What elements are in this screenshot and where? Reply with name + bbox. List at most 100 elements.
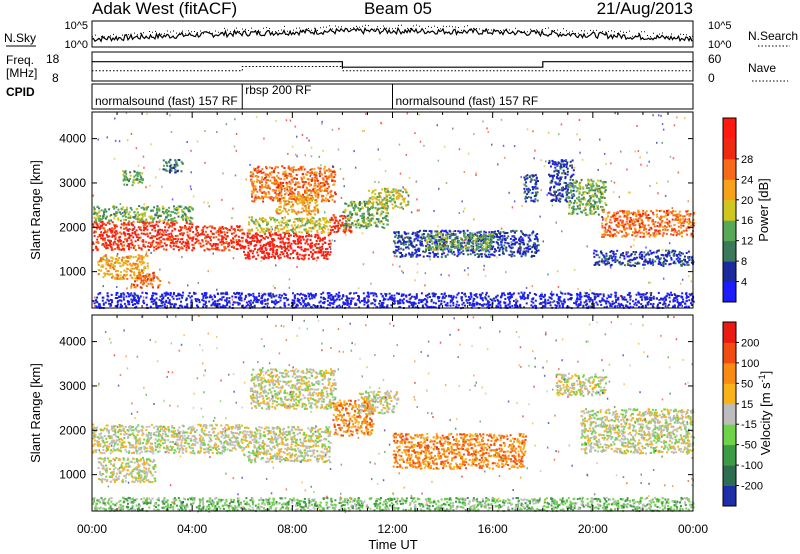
scatter-cell [167, 214, 170, 217]
scatter-cell [513, 235, 516, 238]
scatter-cell [333, 215, 336, 218]
scatter-cell [667, 212, 670, 215]
scatter-cell [402, 243, 405, 246]
nsearch-tick-low: 10^0 [708, 39, 732, 51]
scatter-cell [147, 245, 149, 248]
scatter-cell [460, 251, 463, 254]
scatter-cell [504, 231, 507, 234]
scatter-cell [140, 247, 143, 250]
scatter-cell [644, 260, 647, 263]
scatter-cell [259, 185, 261, 188]
scatter-cell [137, 233, 140, 236]
scatter-cell [605, 252, 608, 255]
scatter-cell [309, 213, 312, 215]
scatter-cell [203, 249, 206, 252]
scatter-cell [576, 205, 579, 208]
scatter-cell [250, 219, 253, 222]
scatter-cell [643, 226, 646, 229]
scatter-cell [469, 249, 472, 252]
scatter-cell [138, 171, 141, 174]
scatter-cell [277, 255, 280, 258]
scatter-cell [418, 250, 421, 252]
scatter-cell [358, 226, 361, 229]
scatter-cell [149, 217, 152, 220]
scatter-cell [498, 238, 500, 241]
scatter-cell [319, 246, 322, 249]
scatter-cell [279, 184, 281, 187]
scatter-cell [271, 248, 273, 251]
scatter-cell [504, 248, 507, 251]
scatter-cell [304, 253, 307, 256]
scatter-cell [361, 212, 364, 215]
scatter-cell [225, 242, 228, 245]
scatter-cell [154, 214, 157, 217]
scatter-cell [566, 167, 569, 170]
scatter-cell [301, 254, 304, 257]
scatter-cell [603, 208, 606, 211]
scatter-cell [188, 226, 191, 228]
scatter-cell [621, 210, 624, 213]
scatter-cell [217, 238, 220, 241]
scatter-cell [613, 220, 616, 223]
scatter-cell [585, 213, 588, 216]
scatter-cell [691, 256, 694, 259]
scatter-cell [368, 224, 371, 227]
scatter-cell [497, 246, 499, 249]
scatter-cell [431, 241, 434, 244]
scatter-cell [660, 221, 663, 224]
scatter-cell [309, 219, 312, 222]
scatter-cell [679, 260, 682, 263]
scatter-cell [269, 179, 272, 182]
scatter-cell [511, 242, 514, 245]
scatter-cell [493, 235, 496, 238]
scatter-cell [529, 174, 532, 177]
scatter-cell [117, 248, 120, 251]
scatter-cell [142, 206, 144, 209]
scatter-cell [282, 171, 285, 174]
scatter-cell [175, 160, 178, 163]
scatter-cell [455, 246, 458, 249]
scatter-cell [419, 243, 422, 246]
scatter-cell [163, 207, 166, 210]
scatter-cell [330, 226, 333, 229]
scatter-cell [282, 231, 285, 234]
scatter-cell [567, 192, 570, 194]
scatter-cell [617, 221, 620, 224]
scatter-cell [560, 166, 563, 168]
scatter-cell [269, 187, 271, 190]
scatter-cell [495, 233, 498, 236]
scatter-cell [491, 248, 494, 250]
scatter-cell [122, 173, 125, 176]
scatter-cell [191, 239, 194, 242]
scatter-cell [559, 162, 562, 165]
scatter-cell [614, 253, 617, 255]
scatter-cell [323, 236, 326, 239]
scatter-cell [171, 240, 174, 243]
scatter-cell [114, 224, 117, 226]
scatter-cell [169, 244, 172, 247]
scatter-cell [265, 249, 268, 251]
scatter-cell [459, 237, 462, 239]
scatter-cell [359, 201, 361, 203]
scatter-cell [140, 269, 143, 272]
scatter-cell [645, 214, 648, 217]
scatter-cell [433, 247, 436, 250]
scatter-cell [297, 240, 300, 243]
scatter-cell [359, 214, 362, 217]
scatter-cell [251, 195, 253, 198]
scatter-cell [685, 210, 688, 213]
scatter-cell [304, 248, 307, 251]
scatter-cell [688, 218, 691, 221]
scatter-cell [563, 159, 566, 162]
scatter-cell [130, 264, 133, 267]
scatter-cell [173, 216, 176, 219]
scatter-cell [385, 204, 388, 207]
scatter-cell [287, 245, 289, 248]
scatter-cell [663, 257, 666, 260]
scatter-cell [256, 248, 259, 251]
scatter-cell [308, 254, 310, 257]
scatter-cell [623, 227, 626, 230]
scatter-cell [677, 229, 680, 232]
scatter-cell [358, 202, 361, 205]
scatter-cell [117, 262, 120, 264]
